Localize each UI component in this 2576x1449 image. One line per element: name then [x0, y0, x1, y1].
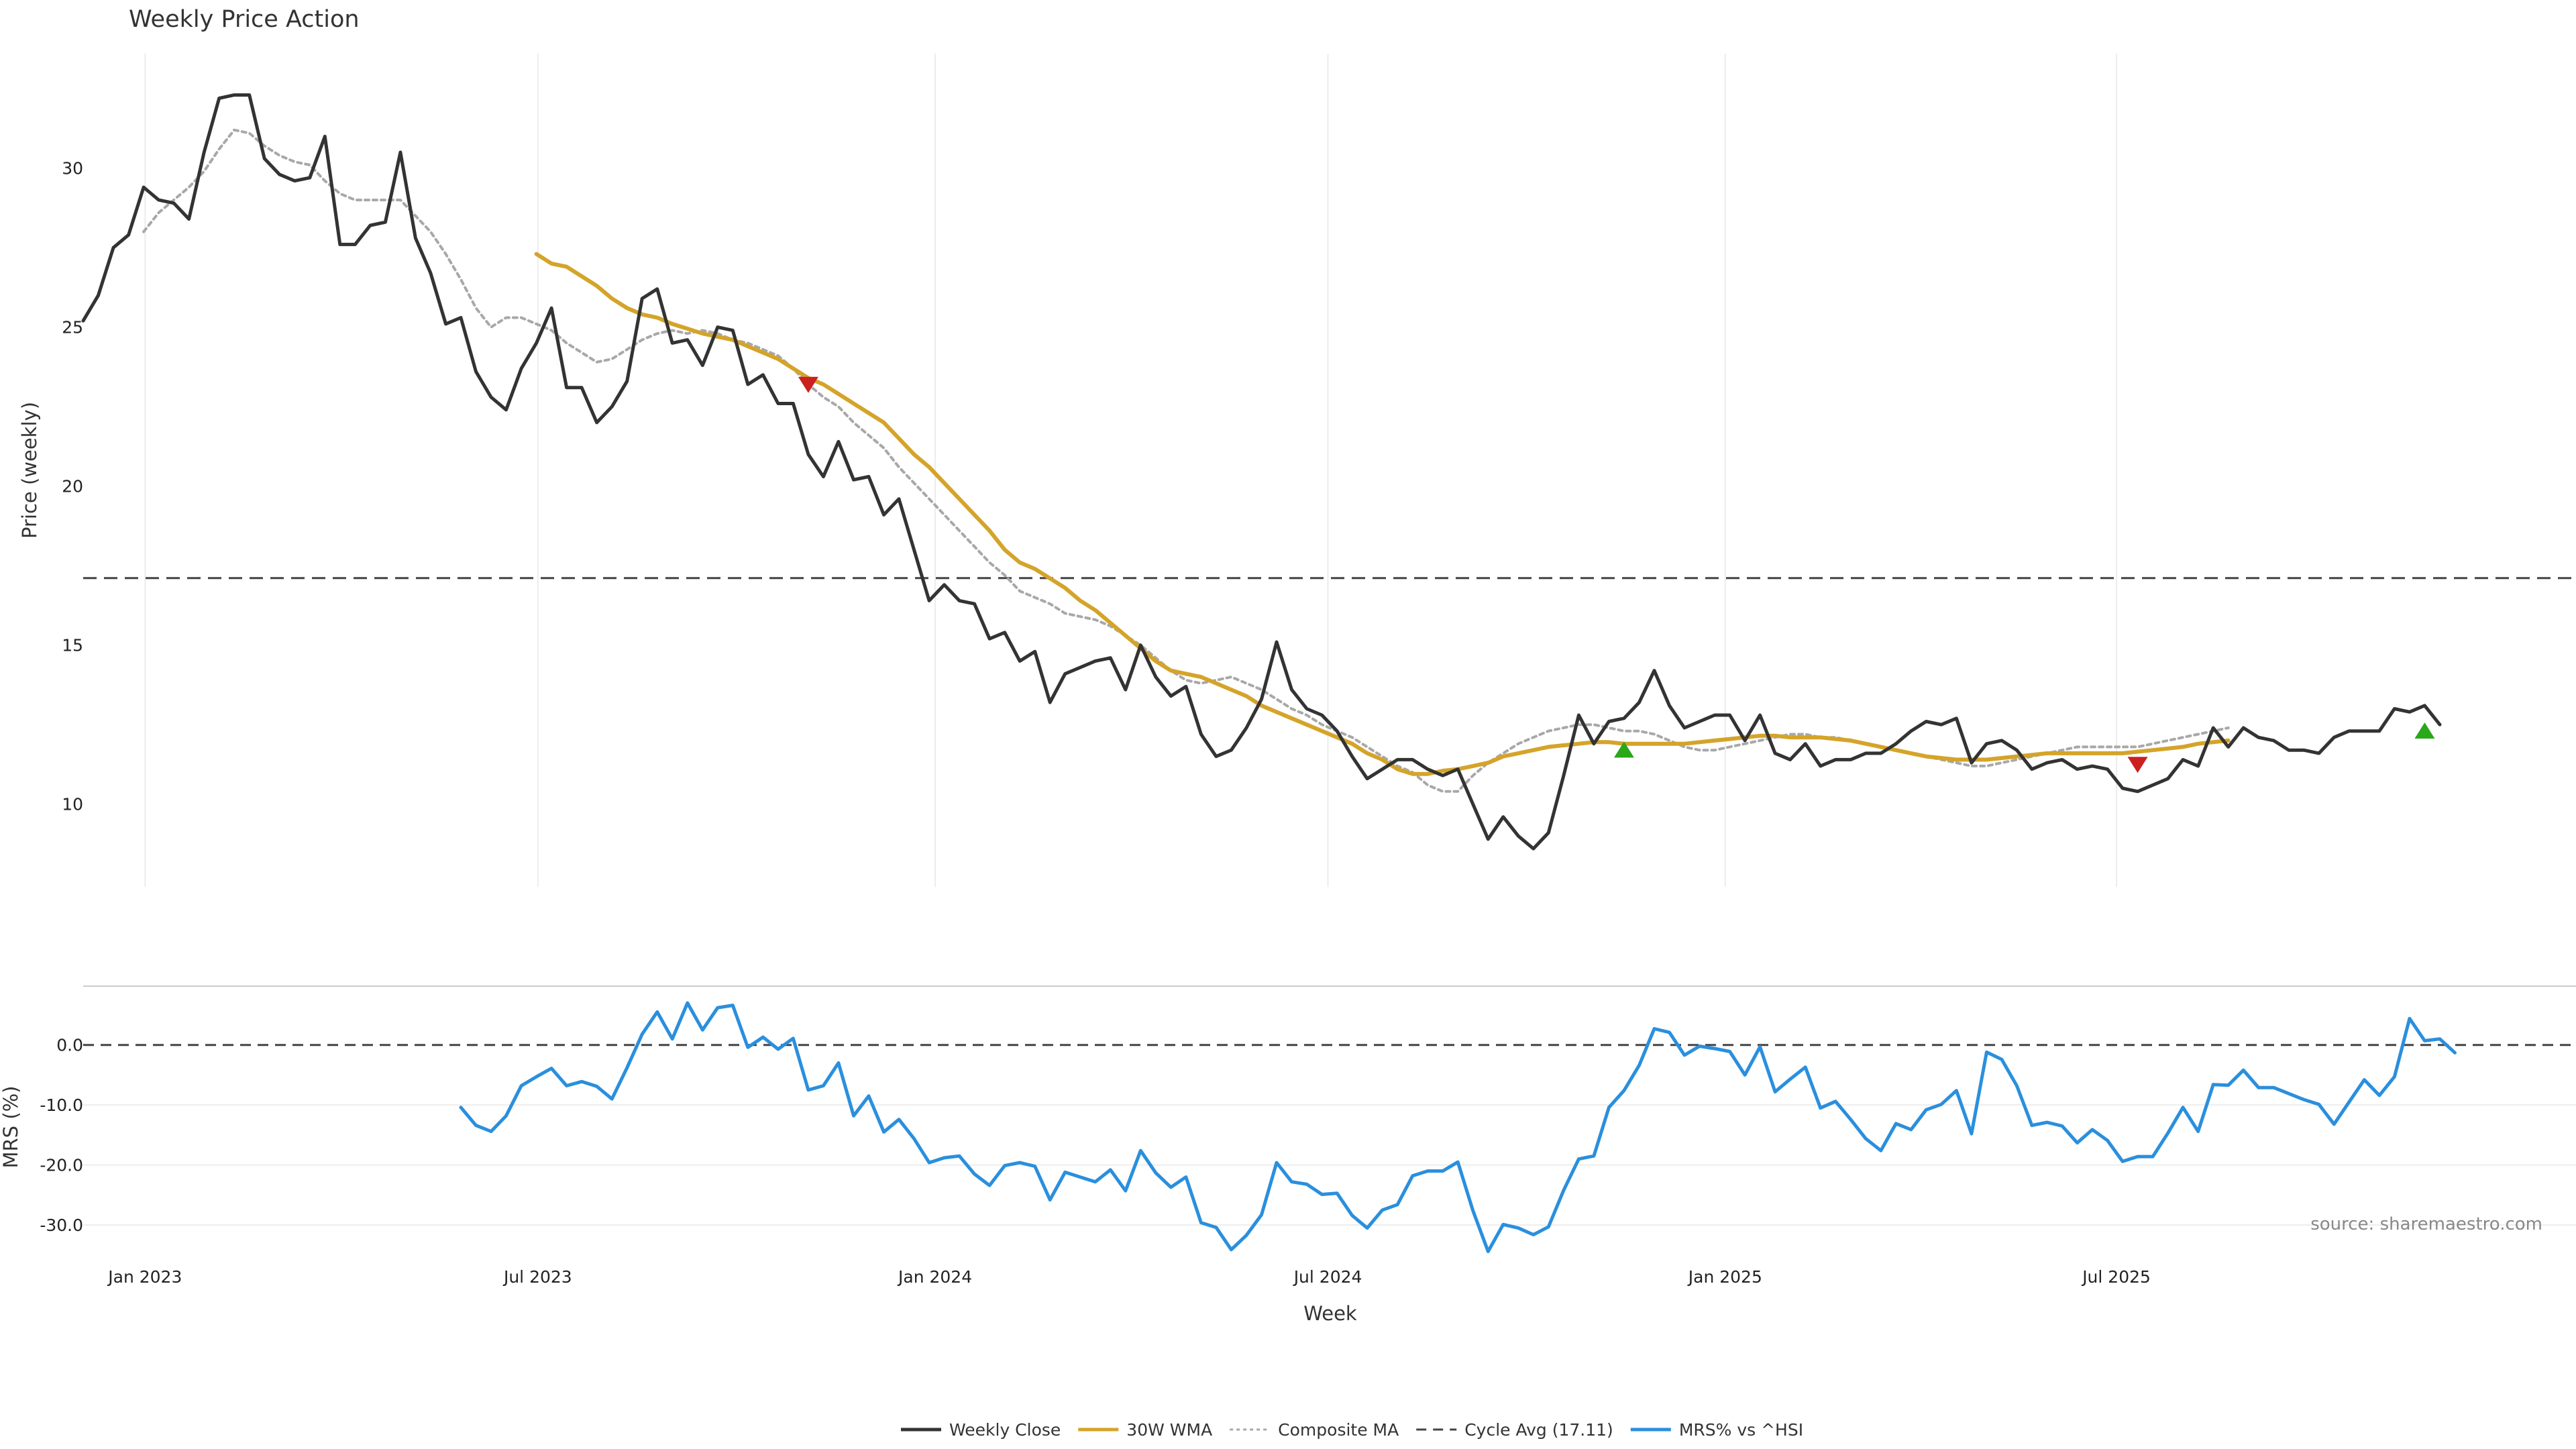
x-tick-4: Jan 2025 [1687, 1267, 1762, 1287]
series-mrs-vs-hsi-line [459, 1001, 2457, 1253]
price-panel: 10 15 20 25 30 Price (weekly) [18, 54, 2576, 887]
mrs-y-axis-label: MRS (%) [0, 1086, 22, 1169]
mrs-y-tick-1: -10.0 [40, 1095, 83, 1115]
mrs-gridlines [83, 1104, 2576, 1226]
x-axis-ticks: Jan 2023 Jul 2023 Jan 2024 Jul 2024 Jan 2025… [107, 1267, 2151, 1287]
legend-label-weekly-close: Weekly Close [949, 1420, 1061, 1440]
price-series-layer [81, 93, 2442, 851]
price-y-tick-20: 20 [62, 477, 83, 496]
mrs-y-ticks: 0.0 -10.0 -20.0 -30.0 [40, 1036, 83, 1235]
x-tick-3: Jul 2024 [1293, 1267, 1362, 1287]
series-weekly-close-line [81, 93, 2442, 851]
legend-label-cycle-avg-17-11: Cycle Avg (17.11) [1464, 1420, 1613, 1440]
x-axis-label: Week [1303, 1302, 1357, 1325]
mrs-y-tick-3: -30.0 [40, 1216, 83, 1235]
price-y-tick-10: 10 [62, 795, 83, 814]
price-y-ticks: 10 15 20 25 30 [62, 159, 83, 814]
price-gridlines [144, 54, 2118, 887]
x-tick-2: Jan 2024 [897, 1267, 972, 1287]
mrs-panel: 0.0 -10.0 -20.0 -30.0 MRS (%) [0, 1001, 2576, 1253]
mrs-y-tick-0: 0.0 [56, 1036, 83, 1055]
legend-label-mrs-vs-hsi: MRS% vs ^HSI [1679, 1420, 1803, 1440]
sell-signal-marker-2 [2127, 757, 2148, 773]
legend-label-composite-ma: Composite MA [1278, 1420, 1399, 1440]
price-y-tick-25: 25 [62, 318, 83, 337]
buy-signal-marker-3 [2414, 722, 2435, 739]
x-tick-1: Jul 2023 [502, 1267, 572, 1287]
mrs-y-tick-2: -20.0 [40, 1156, 83, 1175]
price-y-tick-15: 15 [62, 636, 83, 655]
series-30w-wma-line [534, 252, 2231, 776]
chart-title: Weekly Price Action [129, 6, 360, 33]
chart-legend: Weekly Close 30W WMA Composite MA Cycle Avg… [901, 1420, 1803, 1440]
sell-signal-marker-0 [798, 376, 818, 393]
mrs-series-layer [459, 1001, 2457, 1253]
x-tick-0: Jan 2023 [107, 1267, 182, 1287]
legend-label-30w-wma: 30W WMA [1126, 1420, 1212, 1440]
price-y-axis-label: Price (weekly) [18, 402, 41, 539]
source-note: source: sharemaestro.com [2310, 1214, 2542, 1234]
x-tick-5: Jul 2025 [2081, 1267, 2151, 1287]
price-y-tick-30: 30 [62, 159, 83, 178]
signal-markers [798, 376, 2435, 773]
buy-signal-marker-1 [1613, 741, 1634, 758]
series-composite-ma-line [142, 128, 2230, 793]
